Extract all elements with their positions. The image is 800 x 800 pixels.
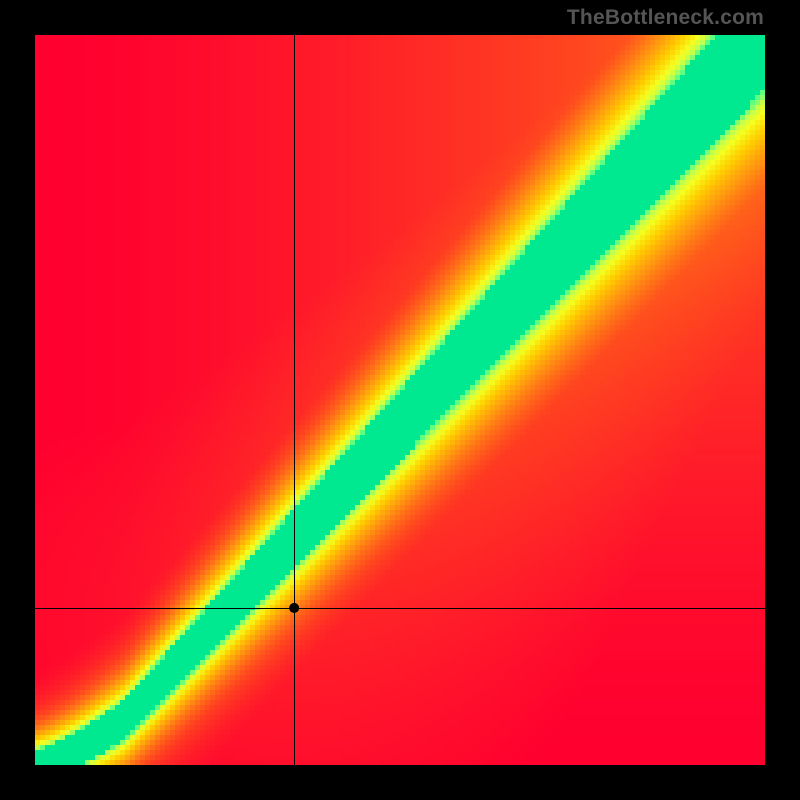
watermark-text: TheBottleneck.com xyxy=(567,6,764,30)
plot-area xyxy=(35,35,765,765)
figure-root: TheBottleneck.com xyxy=(0,0,800,800)
crosshair-vertical xyxy=(294,35,295,765)
crosshair-marker xyxy=(35,35,765,765)
crosshair-horizontal xyxy=(35,608,765,609)
